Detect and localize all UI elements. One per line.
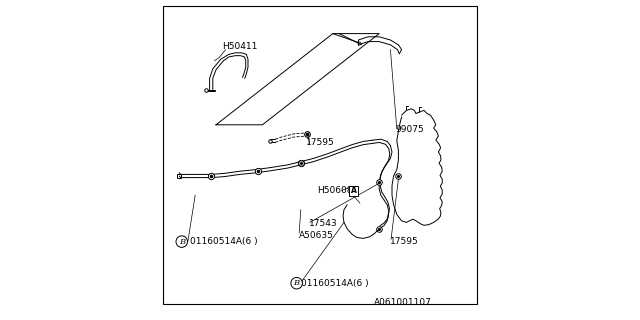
Text: A50635: A50635 [300, 231, 334, 240]
Bar [349, 186, 358, 196]
Text: A061001107: A061001107 [374, 298, 432, 307]
Text: 17595: 17595 [306, 138, 334, 147]
Text: H506081: H506081 [317, 186, 358, 195]
Text: 17595: 17595 [390, 237, 419, 246]
Text: 17543: 17543 [309, 220, 337, 228]
Text: B: B [294, 279, 300, 287]
Text: H50411: H50411 [223, 42, 258, 51]
Text: 01160514A(6 ): 01160514A(6 ) [301, 279, 369, 288]
Text: 01160514A(6 ): 01160514A(6 ) [191, 237, 258, 246]
Text: A: A [351, 186, 356, 195]
Text: 99075: 99075 [396, 125, 424, 134]
Text: B: B [179, 237, 185, 246]
Circle shape [291, 277, 302, 289]
Circle shape [176, 236, 188, 247]
